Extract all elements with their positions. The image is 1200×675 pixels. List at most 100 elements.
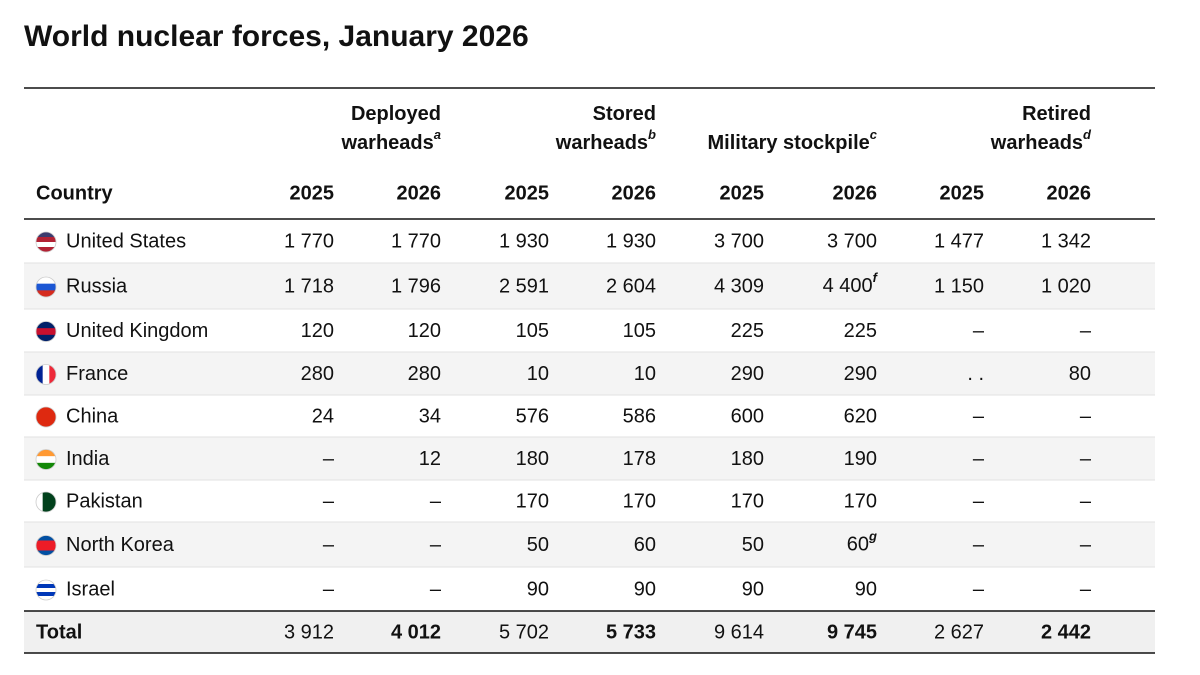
group-header: warheadsb xyxy=(555,127,656,154)
cell: 2 442 xyxy=(1041,621,1091,643)
flag-stripe xyxy=(42,364,50,385)
cell: 90 xyxy=(527,578,549,600)
cell: – xyxy=(323,578,335,600)
year-header: 2025 xyxy=(720,182,765,204)
country: United Kingdom xyxy=(66,320,208,342)
cell: 190 xyxy=(844,448,877,470)
cell: 225 xyxy=(844,320,877,342)
cell: 105 xyxy=(516,320,549,342)
cell: 120 xyxy=(301,320,334,342)
row-shade xyxy=(24,263,1155,309)
cell: 10 xyxy=(634,363,656,385)
cell: 9 614 xyxy=(714,621,764,643)
flag-stripe xyxy=(36,237,56,243)
cell: – xyxy=(973,578,985,600)
country: North Korea xyxy=(66,534,175,556)
year-header: 2025 xyxy=(940,182,985,204)
cell: 3 912 xyxy=(284,621,334,643)
cell: 5 733 xyxy=(606,621,656,643)
cell: – xyxy=(430,534,442,556)
cell: 280 xyxy=(301,363,334,385)
cell: 178 xyxy=(623,448,656,470)
cell: – xyxy=(323,490,335,512)
flag-stripe xyxy=(36,550,56,556)
group-header-text: Retired xyxy=(1022,103,1091,125)
total-shade xyxy=(24,611,1155,653)
flag-stripe xyxy=(36,592,56,597)
footnote-mark: b xyxy=(648,127,656,142)
cell: 1 930 xyxy=(606,230,656,252)
cell: 1 770 xyxy=(284,230,334,252)
flag-stripe xyxy=(42,492,50,512)
cell: 170 xyxy=(844,490,877,512)
cell: 50 xyxy=(742,534,764,556)
flag-stripe xyxy=(36,456,56,464)
cell: 10 xyxy=(527,363,549,385)
group-header-text: warheads xyxy=(555,132,648,154)
cell: 280 xyxy=(408,363,441,385)
group-header-text: Stored xyxy=(593,103,656,125)
cell: 600 xyxy=(731,405,764,427)
cell: 1 150 xyxy=(934,275,984,297)
year-header: 2026 xyxy=(833,182,878,204)
cell: – xyxy=(323,534,335,556)
cell: 170 xyxy=(731,490,764,512)
cell: – xyxy=(1080,448,1092,470)
flag-stripe xyxy=(36,247,56,252)
cell: – xyxy=(1080,320,1092,342)
cell: 105 xyxy=(623,320,656,342)
flag xyxy=(36,407,56,427)
footnote-mark: a xyxy=(434,127,441,142)
flag-ring xyxy=(35,406,57,428)
flag-stripe xyxy=(36,328,56,336)
cell: 1 718 xyxy=(284,275,334,297)
flag-stripe xyxy=(36,242,56,248)
group-header: warheadsa xyxy=(341,127,442,154)
cell: – xyxy=(430,578,442,600)
footnote-mark: f xyxy=(873,270,879,285)
group-header-text: Military stockpile xyxy=(707,132,869,154)
flag-stripe xyxy=(49,492,56,512)
flag-stripe xyxy=(36,449,56,457)
page-title: World nuclear forces, January 2026 xyxy=(24,20,529,53)
cell: 4 012 xyxy=(391,621,441,643)
cell: – xyxy=(323,448,335,470)
flag-ring xyxy=(35,535,57,556)
group-header-text: warheads xyxy=(341,132,434,154)
cell: 90 xyxy=(742,578,764,600)
cell: 90 xyxy=(855,578,877,600)
flag-stripe xyxy=(36,407,56,427)
flag-stripe xyxy=(36,334,56,342)
cell: – xyxy=(1080,405,1092,427)
cell-value: 4 400 xyxy=(823,275,873,297)
cell: 290 xyxy=(844,363,877,385)
flag-stripe xyxy=(36,290,56,297)
cell: 60 xyxy=(634,534,656,556)
group-header: Military stockpilec xyxy=(707,127,877,154)
flag xyxy=(36,492,56,512)
cell: 170 xyxy=(516,490,549,512)
country: France xyxy=(66,363,128,385)
cell: 2 627 xyxy=(934,621,984,643)
year-header: 2025 xyxy=(290,182,335,204)
flag-stripe xyxy=(36,277,56,285)
country: Russia xyxy=(66,275,128,297)
cell: 120 xyxy=(408,320,441,342)
flag xyxy=(36,277,56,297)
cell: 1 770 xyxy=(391,230,441,252)
flag-stripe xyxy=(36,364,44,385)
cell: – xyxy=(1080,490,1092,512)
cell: – xyxy=(1080,578,1092,600)
cell: – xyxy=(973,405,985,427)
total-label: Total xyxy=(36,621,82,643)
flag-ring xyxy=(35,276,57,298)
cell: 80 xyxy=(1069,363,1091,385)
cell: – xyxy=(973,490,985,512)
country: India xyxy=(66,448,110,470)
cell: 34 xyxy=(419,405,441,427)
year-header: 2026 xyxy=(612,182,657,204)
flag-ring xyxy=(35,321,57,342)
country-header: Country xyxy=(36,182,114,204)
flag-stripe xyxy=(36,462,56,470)
